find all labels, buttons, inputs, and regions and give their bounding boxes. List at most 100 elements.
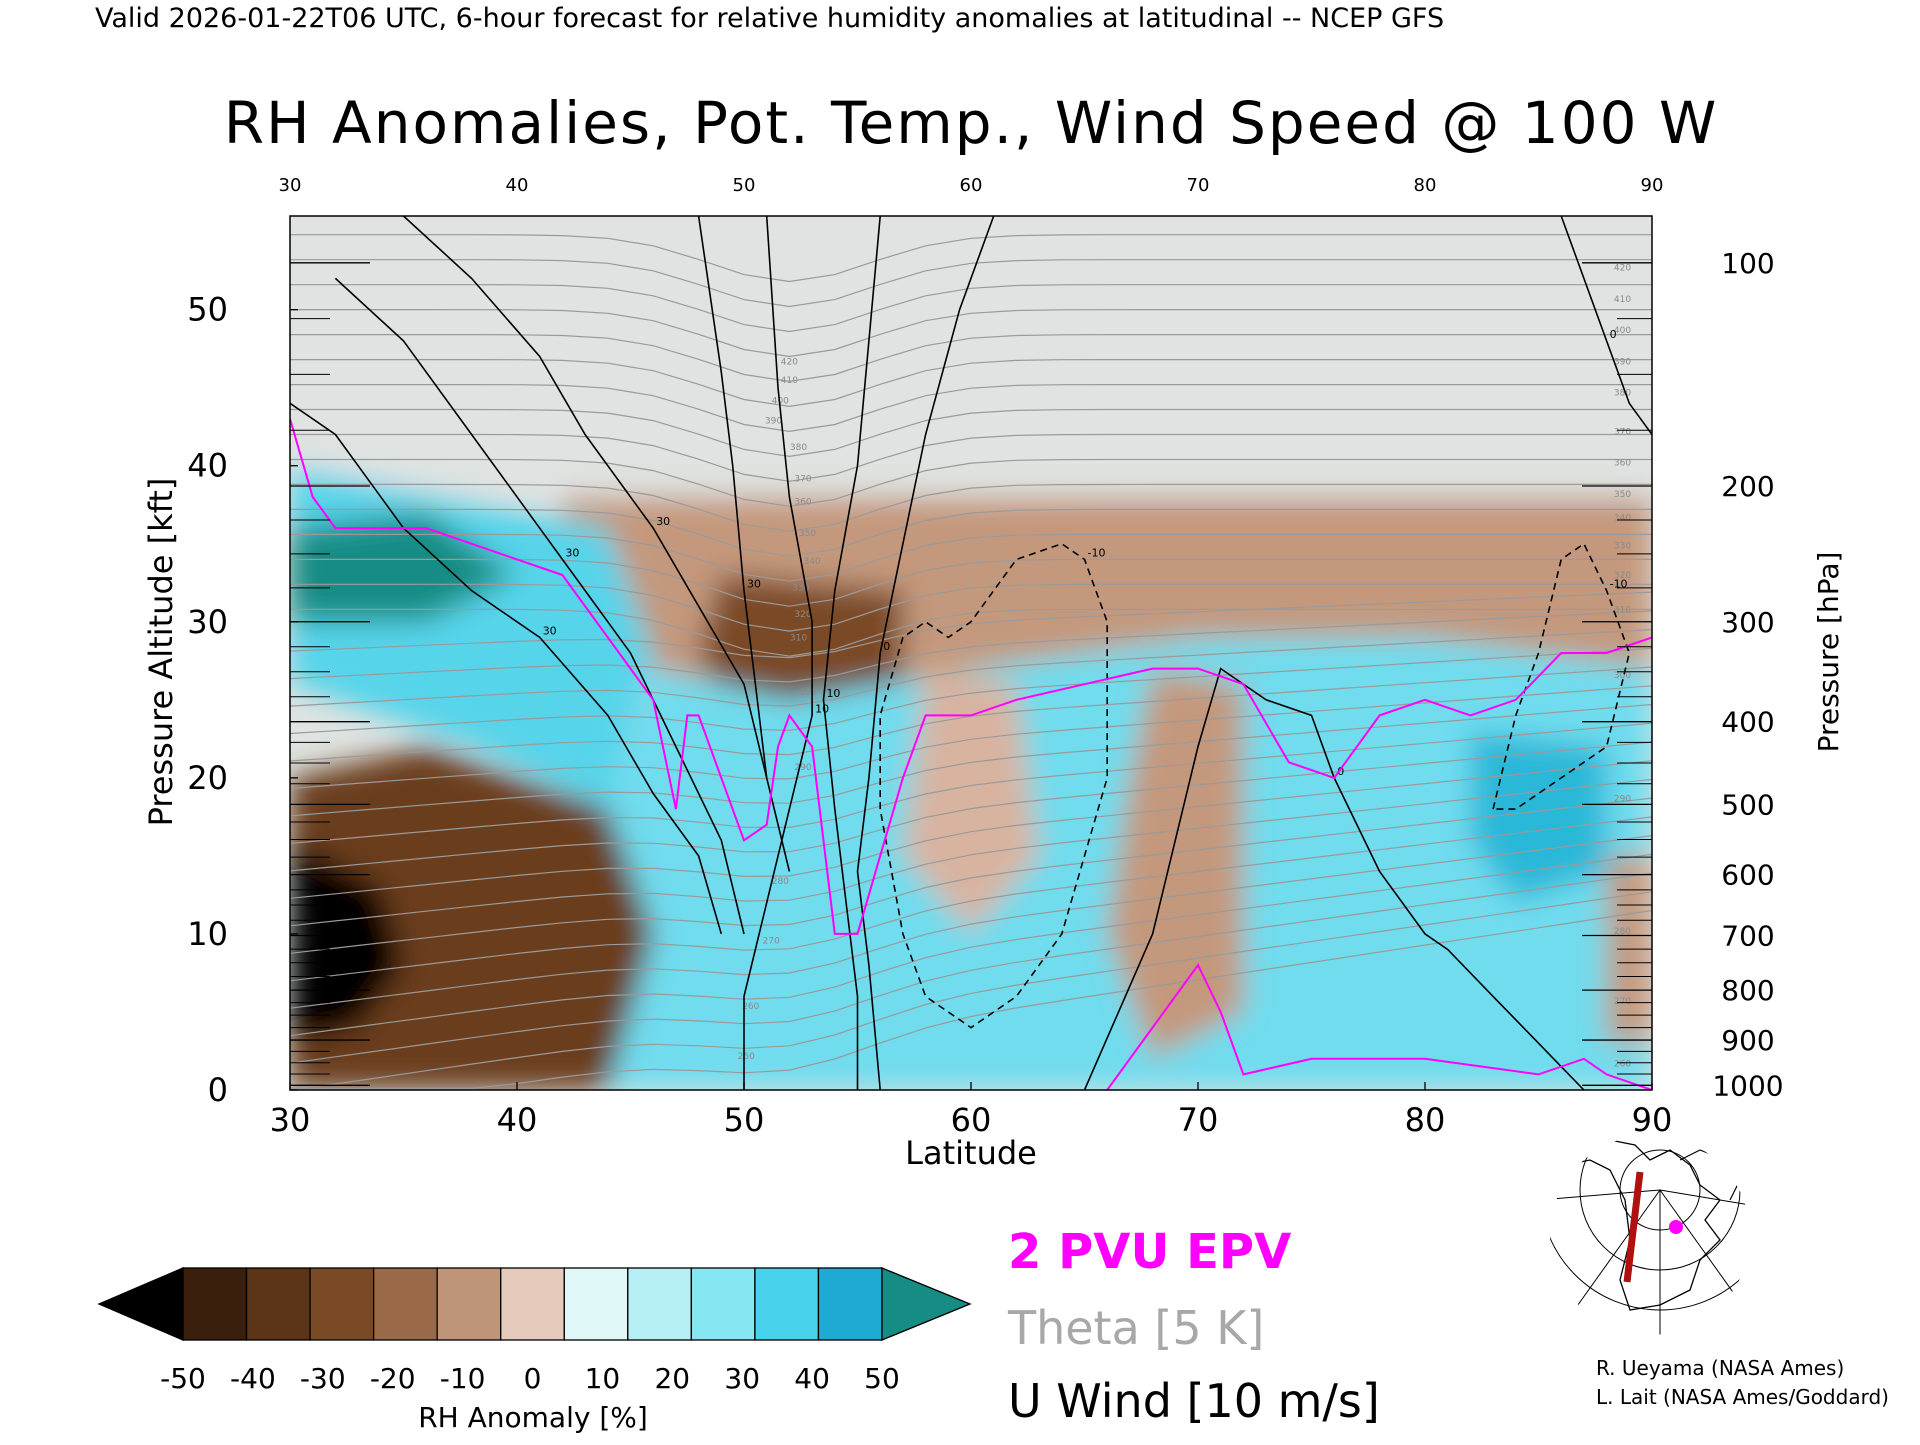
coastline <box>1563 1139 1721 1311</box>
colorbar-label: RH Anomaly [%] <box>418 1401 648 1434</box>
x-tick-label: 80 <box>1405 1101 1446 1139</box>
chart-title: RH Anomalies, Pot. Temp., Wind Speed @ 1… <box>224 89 1719 157</box>
pressure-tick-label: 800 <box>1721 974 1774 1007</box>
location-marker <box>1669 1220 1683 1234</box>
u-wind-label: -10 <box>1088 546 1106 559</box>
colorbar-segment <box>627 1267 693 1341</box>
x-top-tick-label: 40 <box>506 175 529 196</box>
theta-label: 300 <box>1614 671 1631 681</box>
colorbar-segment <box>563 1267 629 1341</box>
theta-line <box>290 816 1652 982</box>
u-wind-contour <box>822 216 881 1090</box>
theta-label: 310 <box>1614 605 1631 615</box>
colorbar-tick-label: -20 <box>370 1362 416 1395</box>
colorbar-segment <box>500 1267 565 1341</box>
theta-label: 360 <box>794 498 811 508</box>
theta-line <box>290 760 1652 899</box>
theta-label: 400 <box>772 396 789 406</box>
y-tick-label: 30 <box>187 603 228 641</box>
theta-label: 330 <box>792 584 809 594</box>
theta-line <box>290 872 1652 1064</box>
theta-label: 320 <box>794 610 811 620</box>
colorbar-segment <box>690 1267 756 1341</box>
theta-label: 290 <box>794 763 811 773</box>
theta-line <box>290 853 1652 1037</box>
colorbar-segment <box>309 1267 375 1341</box>
u-wind-contour <box>402 216 791 872</box>
rh-region-dark_cyan_85 <box>1470 731 1607 903</box>
x-tick-label: 60 <box>951 1101 992 1139</box>
colorbar-segment <box>245 1267 311 1341</box>
u-wind-label: 10 <box>826 687 840 700</box>
y2-axis-label: Pressure [hPa] <box>1812 552 1845 753</box>
u-wind-contour <box>856 216 995 1090</box>
colorbar-tick-label: 40 <box>794 1362 830 1395</box>
colorbar-over-arrow <box>881 1267 972 1341</box>
u-wind-contour <box>697 216 768 778</box>
u-wind-label: 30 <box>656 515 670 528</box>
x-top-tick-label: 50 <box>733 175 756 196</box>
legend-uwind: U Wind [10 m/s] <box>1008 1374 1380 1428</box>
u-wind-contours: 30 30 30 30 10 10 0 0 0 -10 -10 <box>290 216 1652 1090</box>
theta-line <box>290 508 1652 557</box>
pressure-tick-label: 900 <box>1721 1024 1774 1057</box>
theta-line <box>290 284 1652 333</box>
colorbar-segment <box>372 1267 438 1341</box>
u-wind-contour <box>334 277 745 935</box>
y-tick-label: 0 <box>208 1071 228 1109</box>
pressure-tick-label: 600 <box>1721 859 1774 892</box>
theta-label: 340 <box>1614 513 1631 523</box>
u-wind-label: -10 <box>1610 578 1628 591</box>
theta-line <box>290 408 1652 458</box>
theta-line <box>290 608 1652 657</box>
credit-line-2: L. Lait (NASA Ames/Goddard) <box>1596 1385 1889 1409</box>
credit-line-1: R. Ueyama (NASA Ames) <box>1596 1356 1844 1380</box>
theta-label: 320 <box>1614 571 1631 581</box>
x-top-tick-label: 60 <box>960 175 983 196</box>
u-wind-label: 10 <box>815 702 829 715</box>
pressure-tick-label: 400 <box>1721 706 1774 739</box>
theta-line <box>290 309 1652 358</box>
legend: 2 PVU EPV Theta [5 K] U Wind [10 m/s] <box>1007 1224 1380 1428</box>
theta-label: 370 <box>1614 428 1631 438</box>
theta-label: 290 <box>1614 794 1631 804</box>
theta-label: 420 <box>1614 264 1631 274</box>
colorbar-segment <box>436 1267 502 1341</box>
colorbar-tick-label: -40 <box>230 1362 276 1395</box>
theta-line <box>290 384 1652 433</box>
colorbar-segment <box>754 1267 820 1341</box>
theta-label: 420 <box>781 357 798 367</box>
u-wind-label: 0 <box>1337 765 1344 778</box>
colorbar-segment <box>182 1267 248 1341</box>
theta-label: 390 <box>1614 357 1631 367</box>
x-tick-label: 30 <box>270 1101 311 1139</box>
x-top-tick-label: 90 <box>1641 175 1664 196</box>
rh-region-upper_stratosphere <box>290 216 1652 497</box>
epv-2pvu-line <box>290 418 1652 1090</box>
u-wind-label: 30 <box>543 624 557 637</box>
epv-2pvu-contour <box>290 418 1652 935</box>
colorbar-tick-label: 20 <box>654 1362 690 1395</box>
pressure-tick-label: 100 <box>1721 247 1774 280</box>
rh-colorbar: -50 -40 -30 -20 -10 0 10 20 30 40 50 <box>97 1267 972 1395</box>
y-tick-label: 50 <box>187 291 228 329</box>
theta-line <box>290 629 1652 707</box>
theta-label: 410 <box>1614 295 1631 305</box>
colorbar-tick-label: 10 <box>585 1362 621 1395</box>
theta-label: 280 <box>772 877 789 887</box>
theta-line <box>290 259 1652 308</box>
x-tick-label: 50 <box>724 1101 765 1139</box>
theta-label: 390 <box>765 417 782 427</box>
x-top-tick-label: 80 <box>1414 175 1437 196</box>
colorbar-tick-label: 30 <box>724 1362 760 1395</box>
pressure-tick-label: 200 <box>1721 470 1774 503</box>
u-wind-label: 0 <box>1610 328 1617 341</box>
u-wind-label: 30 <box>565 546 579 559</box>
plot-area: 4204104003903803703603503403303203103002… <box>289 215 1653 1091</box>
theta-label: 270 <box>763 936 780 946</box>
theta-line <box>290 533 1652 582</box>
y-tick-label: 10 <box>187 915 228 953</box>
u-wind-contour <box>743 216 813 1090</box>
x-top-tick-label: 70 <box>1187 175 1210 196</box>
theta-line <box>290 433 1652 482</box>
